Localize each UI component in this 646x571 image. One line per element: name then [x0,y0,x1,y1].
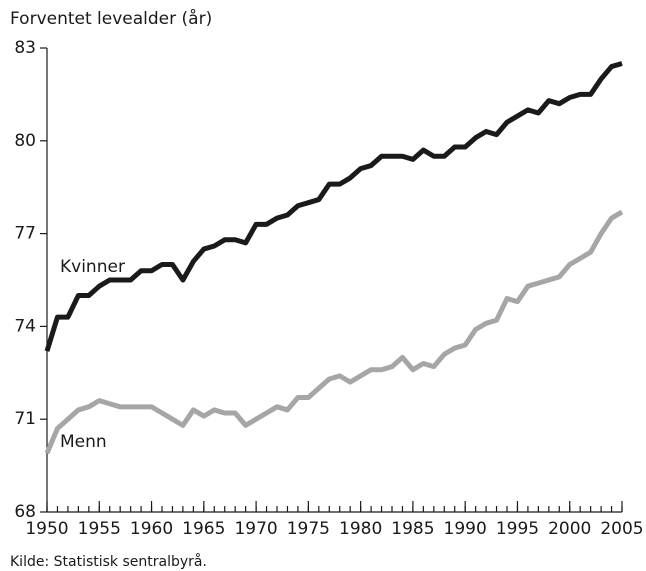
y-tick-label: 68 [14,502,36,522]
x-tick-label: 1985 [391,519,434,539]
y-tick-label: 83 [14,38,36,58]
series-line [44,61,623,352]
x-tick-label: 1980 [339,519,382,539]
y-tick-label: 74 [14,316,36,336]
x-tick-label: 1950 [25,519,68,539]
y-tick-label: 80 [14,131,36,151]
source-note: Kilde: Statistisk sentralbyrå. [10,553,207,570]
x-tick-label: 1960 [130,519,173,539]
x-tick-label: 1990 [444,519,487,539]
x-tick-label: 2000 [548,519,591,539]
y-tick-label: 71 [14,409,36,429]
x-tick-label: 1995 [496,519,539,539]
chart-title: Forventet levealder (år) [10,8,212,29]
x-tick-label: 1970 [234,519,277,539]
series-label: Kvinner [60,257,125,277]
x-tick-label: 2005 [600,519,643,539]
series-line [44,209,624,455]
y-tick-label: 77 [14,224,36,244]
x-tick-label: 1975 [287,519,330,539]
x-tick-label: 1965 [182,519,225,539]
series-label: Menn [60,432,107,452]
x-tick-label: 1955 [78,519,121,539]
